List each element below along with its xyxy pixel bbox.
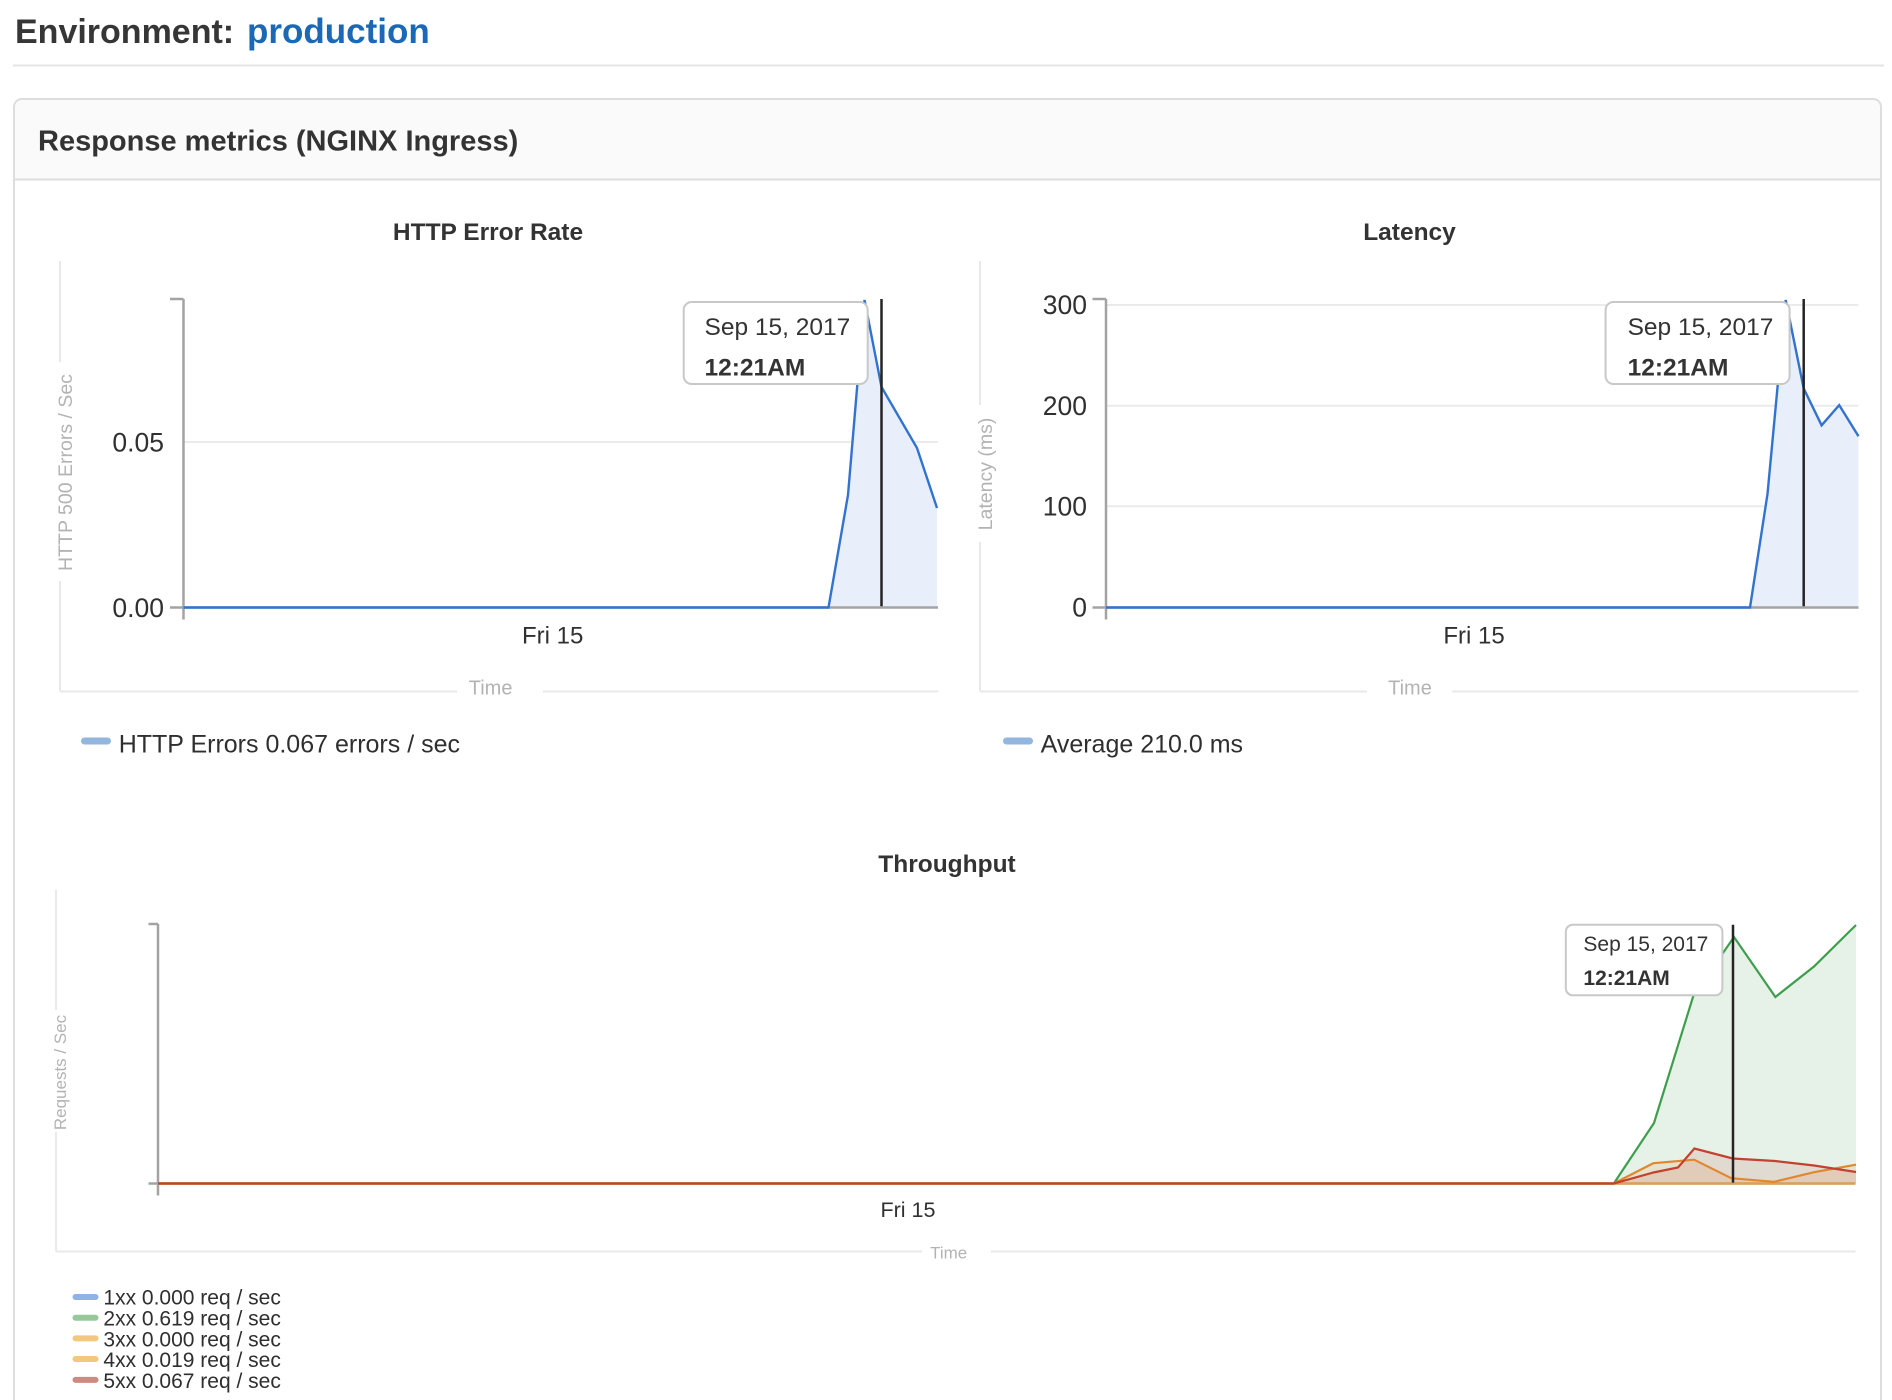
svg-text:HTTP Errors 0.067 errors / sec: HTTP Errors 0.067 errors / sec	[119, 731, 460, 759]
svg-text:Latency: Latency	[1363, 219, 1456, 246]
svg-text:3xx 0.000 req / sec: 3xx 0.000 req / sec	[103, 1329, 280, 1352]
svg-text:Fri 15: Fri 15	[1443, 623, 1504, 650]
svg-text:Sep 15, 2017: Sep 15, 2017	[1628, 314, 1774, 341]
svg-text:Sep 15, 2017: Sep 15, 2017	[705, 314, 851, 341]
svg-text:12:21AM: 12:21AM	[1628, 355, 1729, 382]
svg-text:4xx 0.019 req / sec: 4xx 0.019 req / sec	[103, 1349, 280, 1372]
svg-text:0.00: 0.00	[112, 593, 164, 623]
svg-text:100: 100	[1043, 492, 1087, 522]
svg-text:2xx 0.619 req / sec: 2xx 0.619 req / sec	[103, 1308, 280, 1331]
svg-text:Throughput: Throughput	[878, 851, 1015, 878]
svg-text:0: 0	[1072, 593, 1087, 623]
svg-text:Fri 15: Fri 15	[522, 623, 583, 650]
svg-text:300: 300	[1043, 290, 1087, 320]
svg-text:Requests / Sec: Requests / Sec	[51, 1014, 70, 1130]
svg-text:Fri 15: Fri 15	[881, 1198, 936, 1222]
svg-text:12:21AM: 12:21AM	[1583, 967, 1669, 990]
svg-text:Sep 15, 2017: Sep 15, 2017	[1583, 933, 1708, 956]
svg-text:Time: Time	[1388, 677, 1432, 699]
svg-text:HTTP Error Rate: HTTP Error Rate	[393, 219, 583, 246]
svg-text:HTTP 500 Errors / Sec: HTTP 500 Errors / Sec	[55, 374, 77, 571]
svg-text:Environment: production: Environment: production	[15, 12, 430, 51]
svg-text:Latency (ms): Latency (ms)	[975, 418, 997, 531]
svg-text:0.05: 0.05	[112, 428, 164, 458]
svg-text:200: 200	[1043, 391, 1087, 421]
svg-text:5xx 0.067 req / sec: 5xx 0.067 req / sec	[103, 1370, 280, 1393]
svg-text:Time: Time	[930, 1244, 967, 1263]
svg-text:Average 210.0 ms: Average 210.0 ms	[1041, 731, 1243, 759]
svg-text:Time: Time	[469, 677, 513, 699]
svg-text:Response metrics (NGINX Ingres: Response metrics (NGINX Ingress)	[38, 126, 518, 158]
svg-text:12:21AM: 12:21AM	[705, 355, 806, 382]
svg-text:1xx 0.000 req / sec: 1xx 0.000 req / sec	[103, 1287, 280, 1310]
